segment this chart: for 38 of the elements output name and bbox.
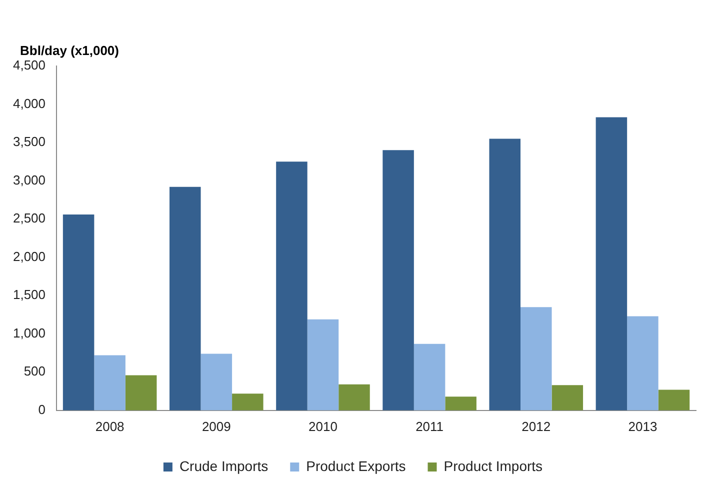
bar <box>338 384 370 410</box>
legend-label: Product Imports <box>444 458 543 474</box>
bar <box>94 355 126 410</box>
bar <box>658 390 690 410</box>
bar <box>307 319 339 410</box>
y-tick-label: 4,000 <box>12 96 46 111</box>
y-tick-label: 1,500 <box>12 287 46 302</box>
x-tick-label: 2013 <box>628 418 658 434</box>
x-tick-label: 2012 <box>522 418 551 434</box>
y-tick-label: 500 <box>24 364 46 379</box>
y-tick-label: 1,000 <box>12 325 46 340</box>
bar <box>627 316 658 410</box>
bar <box>125 375 157 410</box>
y-tick-label: 3,000 <box>12 172 46 188</box>
legend-label: Product Exports <box>306 458 406 474</box>
bar <box>445 396 476 410</box>
bar <box>414 344 446 410</box>
bar <box>276 162 308 410</box>
y-tick-label: 2,500 <box>12 210 46 226</box>
bar <box>200 354 232 410</box>
bar <box>232 394 264 410</box>
x-tick-label: 2010 <box>308 418 338 434</box>
y-tick-label: 0 <box>38 402 46 417</box>
x-tick-label: 2009 <box>202 418 231 434</box>
y-tick-label: 3,500 <box>12 134 46 150</box>
x-tick-label: 2011 <box>416 418 444 434</box>
bar <box>62 214 94 410</box>
bar <box>552 385 584 410</box>
y-tick-label: 4,500 <box>12 58 46 73</box>
legend-label: Crude Imports <box>179 458 268 474</box>
bar <box>382 150 414 410</box>
y-axis-title: Bbl/day (x1,000) <box>20 43 119 58</box>
y-tick-label: 2,000 <box>12 248 46 264</box>
bar <box>170 186 201 410</box>
bar <box>520 307 552 410</box>
x-tick-label: 2008 <box>95 418 124 434</box>
bar <box>489 138 520 410</box>
bar <box>596 117 628 410</box>
